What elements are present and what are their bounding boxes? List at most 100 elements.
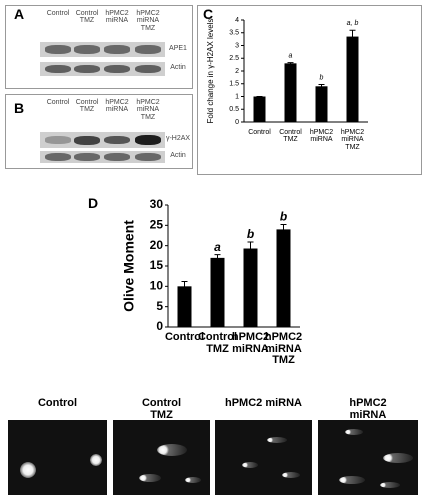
comet xyxy=(383,453,413,463)
blot-band xyxy=(74,45,100,54)
y-tick-label: 1.5 xyxy=(229,81,239,88)
image-title: Control TMZ xyxy=(141,397,182,421)
blot-strip xyxy=(40,132,165,148)
panel-a-frame xyxy=(5,5,193,89)
comet-image xyxy=(113,420,210,495)
blot-strip xyxy=(40,42,165,57)
blot-strip xyxy=(40,62,165,76)
x-tick-label: Control TMZ xyxy=(197,331,238,355)
lane-label: Control xyxy=(46,99,70,106)
bar-chart: 0 0.5 1 1.5 2 2.5 3 3.5 4 Fold change in γ-H2AX l… xyxy=(206,17,368,126)
blot-band xyxy=(45,136,71,144)
blot-band xyxy=(104,64,130,74)
y-tick-label: 30 xyxy=(150,197,164,211)
lane-label: Control TMZ xyxy=(75,10,99,25)
significance-label: a xyxy=(289,52,293,59)
blot-band xyxy=(45,64,71,74)
panel-label: D xyxy=(88,195,99,211)
blot-band xyxy=(104,45,130,54)
error-bar xyxy=(349,29,356,43)
y-tick-label: 3.5 xyxy=(229,30,239,37)
lane-label: Control xyxy=(46,10,70,17)
lane-label: hPMC2 miRNA TMZ xyxy=(136,10,160,32)
y-tick-label: 0.5 xyxy=(229,106,239,113)
blot-band xyxy=(104,135,130,145)
comet xyxy=(242,462,258,468)
x-tick-label: Control xyxy=(248,129,271,136)
comet-image xyxy=(8,420,107,495)
y-axis-label: Olive Moment xyxy=(121,220,137,312)
error-bar xyxy=(287,62,294,65)
image-title: hPMC2 miRNA xyxy=(224,397,303,409)
error-bar xyxy=(318,84,325,89)
lane-label: hPMC2 miRNA xyxy=(105,99,129,114)
x-tick-label: Control xyxy=(164,331,205,343)
comet xyxy=(339,476,365,484)
x-tick-label: Control TMZ xyxy=(279,129,302,144)
comet-image xyxy=(318,420,418,495)
x-tick-label: hPMC2 miRNA xyxy=(309,129,334,144)
panel-c-frame xyxy=(197,5,422,175)
error-bar xyxy=(214,254,221,262)
row-label: Actin xyxy=(170,64,186,71)
y-tick-label: 10 xyxy=(150,279,164,293)
image-title: Control xyxy=(37,397,78,409)
row-label: γ-H2AX xyxy=(165,135,191,142)
y-tick-label: 0 xyxy=(235,119,239,126)
comet xyxy=(185,477,201,483)
panel-label: C xyxy=(203,6,214,22)
blot-band xyxy=(135,152,161,162)
y-tick-label: 1 xyxy=(235,93,239,100)
bar-chart: 0 5 10 15 20 25 30 Olive Moment a b b xyxy=(121,197,300,333)
y-axis-label: Fold change in γ-H2AX levels xyxy=(206,19,215,124)
y-tick-label: 3 xyxy=(235,42,239,49)
x-tick-label: hPMC2 miRNA TMZ xyxy=(340,129,365,151)
significance-label: b xyxy=(320,74,324,81)
bar xyxy=(243,248,258,327)
blot-band xyxy=(74,64,100,74)
significance-label: a, b xyxy=(347,20,359,27)
bar xyxy=(346,36,359,123)
panel-label: A xyxy=(14,6,25,22)
error-bar xyxy=(280,224,287,235)
error-bar xyxy=(181,280,188,292)
y-tick-label: 4 xyxy=(235,17,239,24)
x-tick-label: hPMC2 miRNA xyxy=(231,331,270,355)
panel-label: B xyxy=(14,100,25,116)
comet xyxy=(90,454,102,466)
y-tick-label: 2.5 xyxy=(229,55,239,62)
blot-band xyxy=(74,135,100,145)
bar xyxy=(315,86,328,122)
blot-strip xyxy=(40,151,165,163)
y-tick-label: 2 xyxy=(235,68,239,75)
bar xyxy=(253,96,266,122)
lane-label: hPMC2 miRNA xyxy=(105,10,129,25)
blot-band xyxy=(74,152,100,162)
significance-label: a xyxy=(214,240,221,254)
bar xyxy=(284,63,297,122)
comet xyxy=(20,462,36,478)
bar xyxy=(276,229,291,327)
comet xyxy=(282,472,300,478)
lane-label: hPMC2 miRNA TMZ xyxy=(136,99,160,121)
y-tick-label: 0 xyxy=(156,319,163,333)
row-label: Actin xyxy=(170,152,186,159)
row-label: APE1 xyxy=(169,44,187,52)
y-tick-label: 5 xyxy=(156,299,163,313)
comet xyxy=(345,429,363,435)
blot-band xyxy=(45,152,71,162)
y-tick-label: 15 xyxy=(150,258,164,272)
blot-band xyxy=(135,45,161,54)
significance-label: b xyxy=(247,227,254,241)
comet xyxy=(380,482,400,488)
x-tick-label: hPMC2 miRNA TMZ xyxy=(264,331,303,367)
bar xyxy=(210,257,225,327)
lane-label: Control TMZ xyxy=(75,99,99,114)
comet xyxy=(157,444,187,456)
bar xyxy=(177,286,192,327)
significance-label: b xyxy=(280,210,287,224)
panel-b-frame xyxy=(5,94,193,169)
comet-image xyxy=(215,420,312,495)
error-bar xyxy=(247,241,254,256)
